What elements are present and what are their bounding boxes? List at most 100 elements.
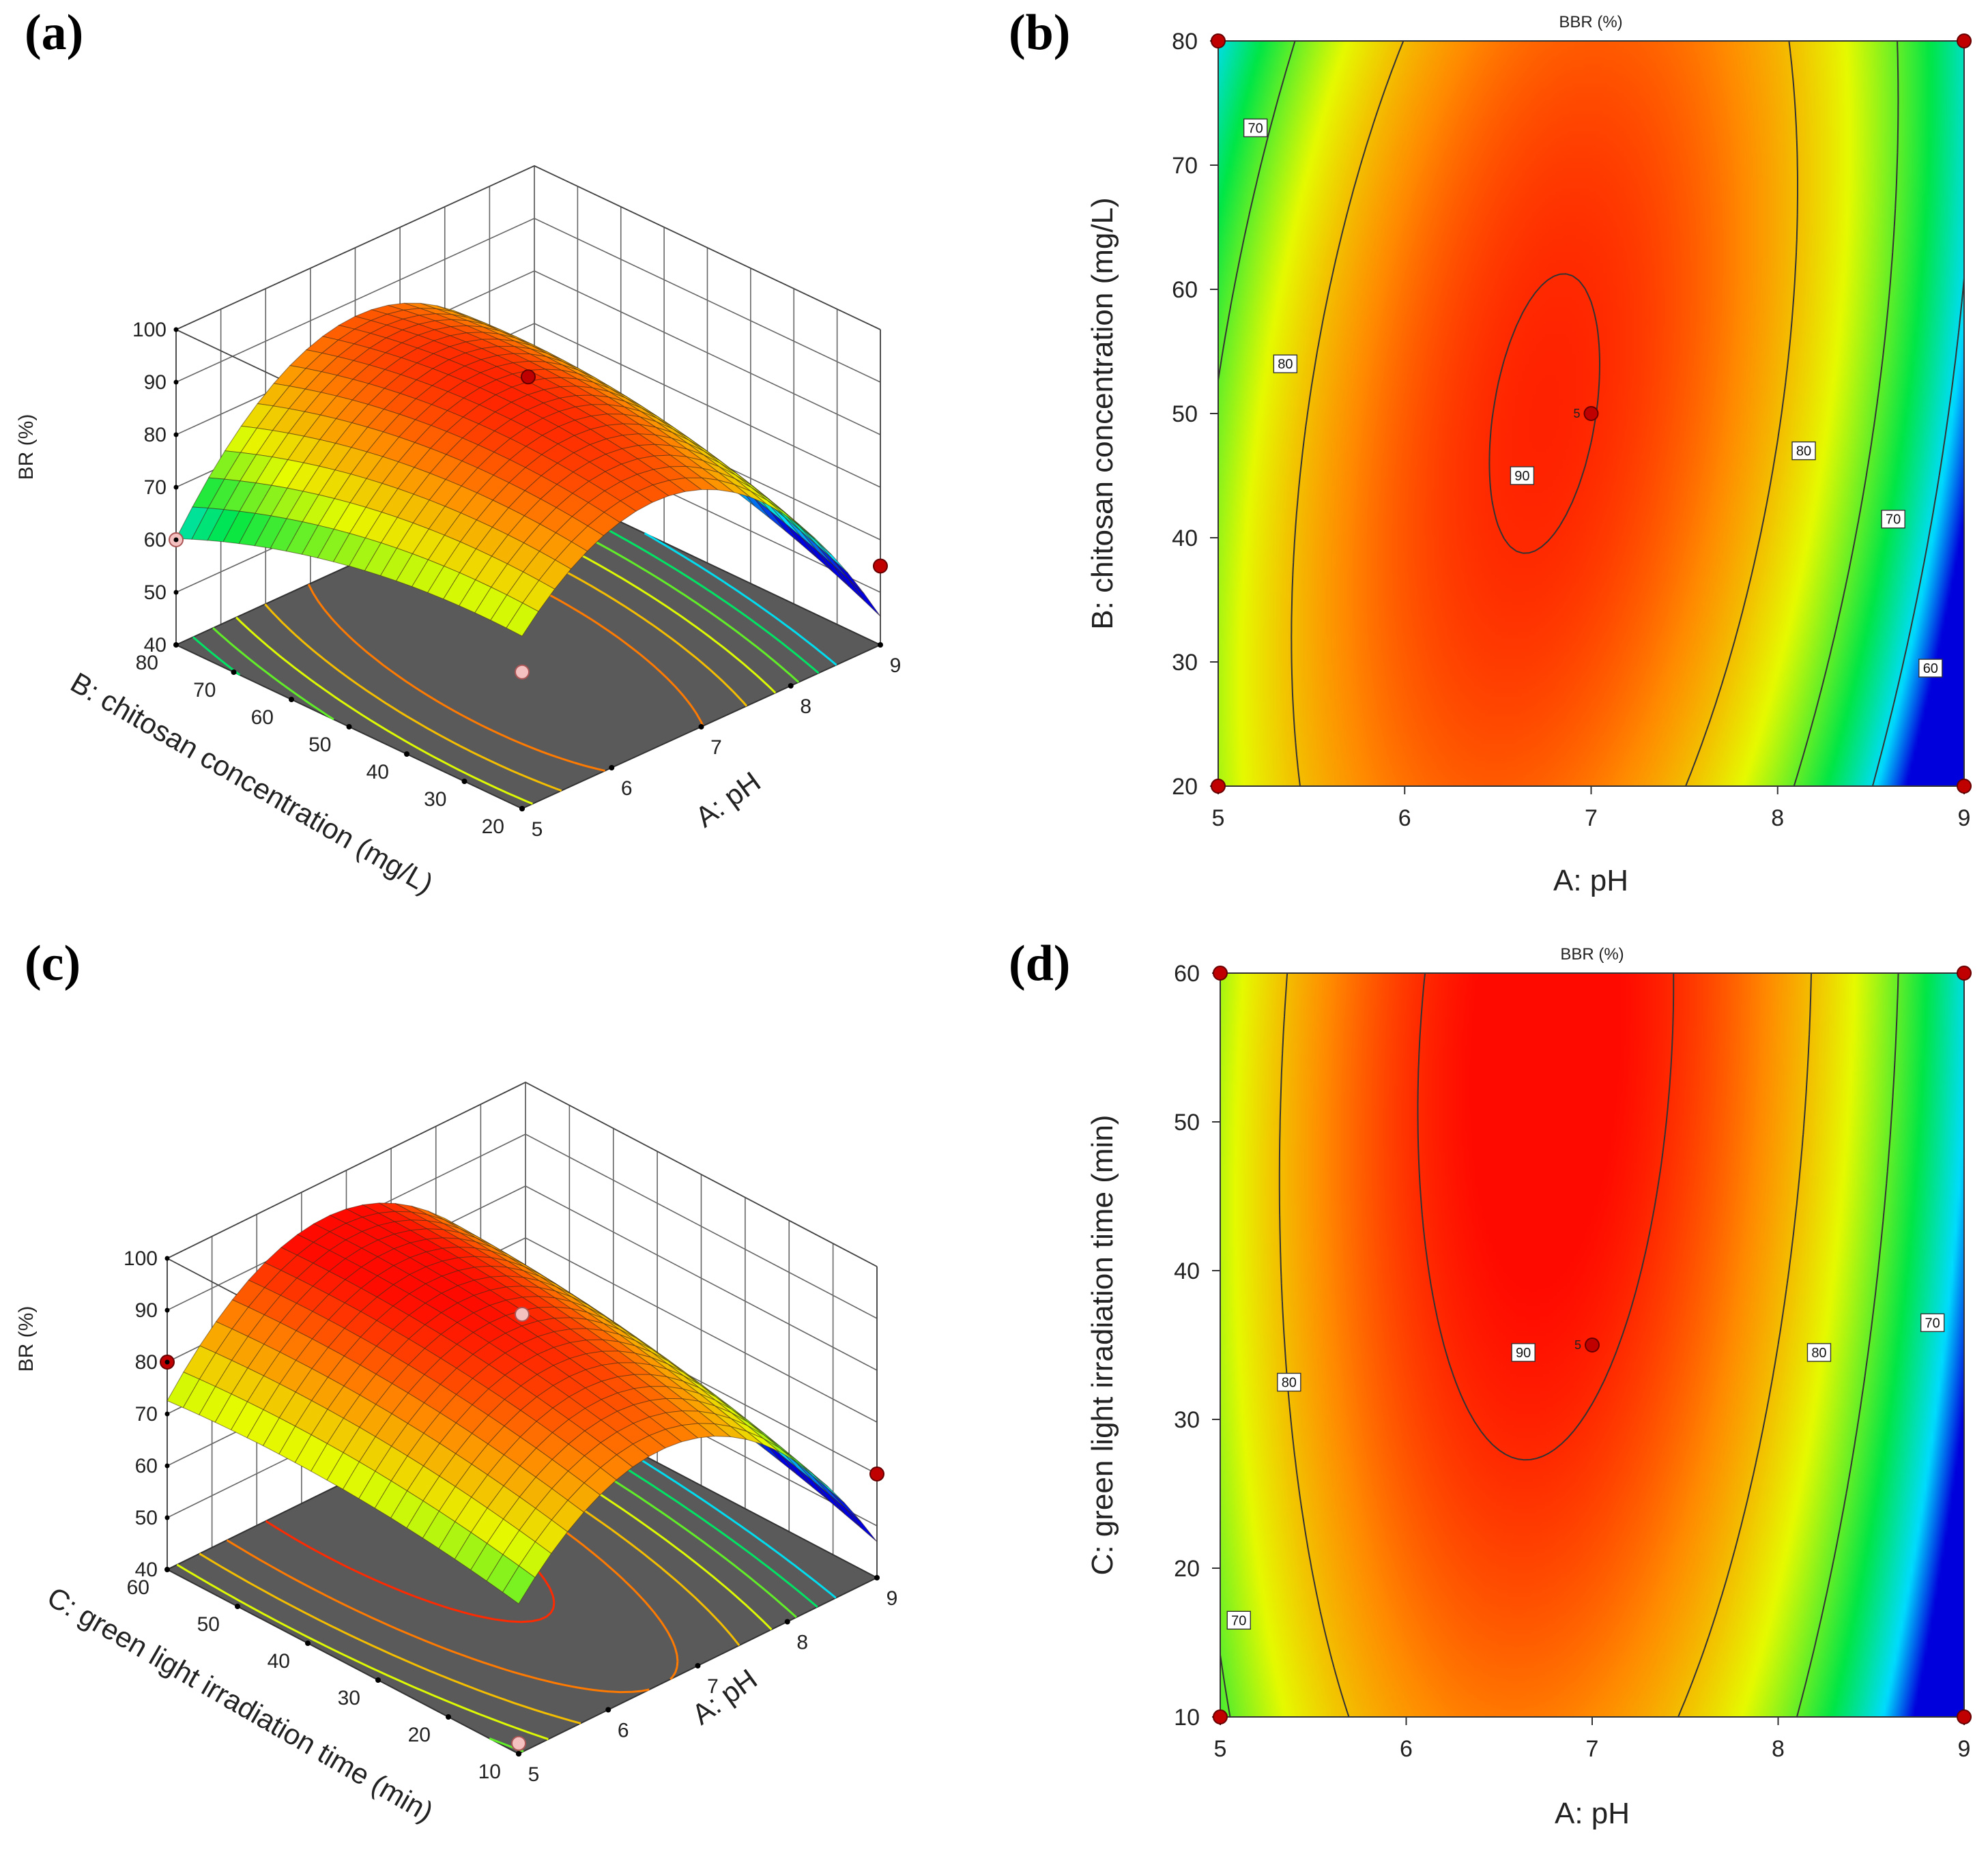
contour-label-box [1510,466,1535,485]
contour-line-80 [1291,41,1798,786]
design-point [873,558,888,574]
contour-line-60 [1871,278,1964,786]
x-tick-label: 7 [1585,805,1598,831]
z-tick-label: 40 [144,634,167,656]
surface-group-c: 40 50 60 70 80 90 100 5 6 7 8 9 10 20 30 40 50 60 [124,1081,898,1786]
contour-label-box [1277,1372,1301,1392]
surface-cell [844,1507,878,1542]
panel-label-b: (b) [1009,5,1071,61]
y-tick-mark [164,1567,170,1572]
design-point [521,369,536,385]
y-tick-label: 40 [1174,1258,1200,1284]
y-tick-label: 70 [193,679,216,702]
x-tick-label: 8 [800,695,811,718]
y-tick-label: 30 [1172,650,1198,676]
surface-plot-a: 40 50 60 70 80 90 100 5 6 7 8 9 20 30 40 50 60 70 80 BR (%… [15,165,901,900]
x-tick-mark [784,1619,790,1625]
surface-cell [502,1565,536,1604]
design-point [1211,33,1226,48]
contour-label-box [1511,1343,1536,1362]
y-tick-mark [516,1751,521,1757]
center-point [1583,406,1599,421]
y-tick-label: 40 [366,761,389,783]
contour-line-70 [1218,41,1899,786]
x-tick-label: 5 [1214,1736,1227,1762]
x-tick-mark [605,1707,611,1713]
x-tick-label: 9 [1958,1736,1971,1762]
z-axis-title-c: BR (%) [15,1306,38,1372]
y-tick-label: 30 [1174,1407,1200,1433]
contour-plot-b: BBR (%) 5 6 7 8 9 20 30 40 50 60 70 80 A: pH B: chi… [1086,13,1972,897]
contour-label: 70 [1231,1613,1246,1628]
z-tick-label: 40 [135,1559,158,1581]
z-tick-mark [164,1256,170,1261]
y-tick-label: 10 [478,1761,501,1783]
contour-label: 80 [1278,357,1293,372]
x-tick-label: 9 [887,1587,898,1610]
axes-b: 5 6 7 8 9 20 30 40 50 60 70 80 [1172,29,1970,831]
contour-label-box [1920,1313,1945,1333]
y-tick-mark [446,1714,451,1720]
x-tick-label: 6 [1400,1736,1413,1762]
y-tick-mark [231,669,237,675]
z-tick-mark [173,379,179,385]
x-tick-mark [698,724,704,729]
contour-label-box [1226,1610,1251,1630]
y-tick-mark [289,697,294,702]
y-tick-label: 50 [1174,1110,1200,1136]
y-tick-mark [305,1641,311,1646]
x-tick-label: 6 [618,1720,629,1742]
design-point [1213,1709,1228,1724]
contour-label: 90 [1516,1346,1531,1361]
contour-title-d: BBR (%) [1560,945,1624,964]
wall-grid-line [167,1082,878,1267]
x-axis-title-a: A: pH [689,765,766,833]
contour-label: 70 [1925,1316,1940,1331]
surface-cell [812,1480,846,1515]
z-tick-mark [164,1359,170,1365]
axes-d: 5 6 7 8 9 10 20 30 40 50 60 [1174,961,1970,1762]
contour-label: 80 [1796,444,1811,459]
z-tick-mark [164,1515,170,1520]
y-tick-mark [461,779,467,784]
y-tick-label: 60 [251,706,274,729]
contour-line-90 [1417,973,1675,1461]
contour-label-box [1806,1343,1832,1362]
design-point [869,1466,884,1482]
y-tick-label: 40 [268,1650,290,1673]
x-tick-label: 9 [1958,805,1971,831]
surface-group-a: 40 50 60 70 80 90 100 5 6 7 8 9 20 30 40 50 60 70 80 [132,165,901,841]
contour-lines-d [1220,973,1899,1717]
y-tick-mark [519,806,525,811]
z-tick-label: 70 [135,1403,158,1426]
y-tick-label: 30 [424,788,446,811]
contour-plot-d: BBR (%) 5 6 7 8 9 10 20 30 40 50 60 A: pH C: green… [1086,945,1972,1830]
y-tick-mark [173,642,179,648]
contour-labels-d: 80 70 90 80 70 [1226,1313,1945,1630]
x-tick-label: 9 [890,654,902,677]
x-axis-title-d: A: pH [1555,1797,1630,1830]
x-tick-mark [695,1663,701,1668]
contour-label: 60 [1923,661,1938,676]
design-points-b: 5 [1211,33,1972,794]
x-tick-mark [874,1575,880,1580]
z-tick-label: 70 [144,476,167,499]
y-tick-label: 20 [482,815,504,838]
y-tick-label: 10 [1174,1705,1200,1731]
contour-label-box [1273,354,1298,373]
y-tick-label: 70 [1172,153,1198,179]
y-tick-label: 80 [1172,29,1198,55]
y-tick-label: 20 [1172,774,1198,800]
y-tick-mark [375,1677,381,1683]
axes-3d: 40 50 60 70 80 90 100 5 6 7 8 9 20 30 40 50 60 70 80 [132,319,901,841]
x-tick-label: 6 [1398,805,1411,831]
x-tick-label: 5 [532,818,543,841]
design-point [1957,33,1972,48]
response-surface [175,302,881,637]
y-axis-title-b: B: chitosan concentration (mg/L) [1086,197,1119,629]
x-tick-mark [609,765,615,770]
z-tick-label: 100 [132,319,167,341]
floor-contour-70 [212,495,800,721]
center-point [1585,1338,1600,1353]
